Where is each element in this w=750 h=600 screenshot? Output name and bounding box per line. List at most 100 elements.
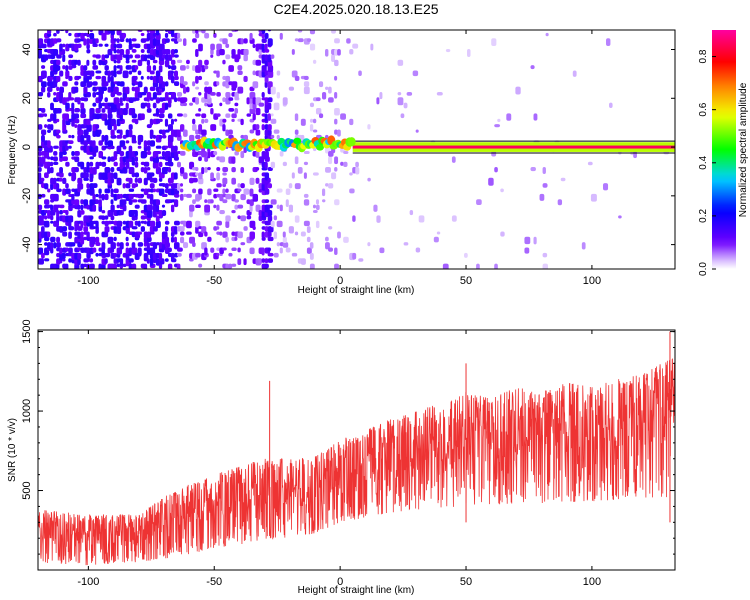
spectrogram-cell bbox=[41, 43, 47, 49]
spectrogram-cell bbox=[294, 129, 299, 135]
spectrogram-cell bbox=[334, 247, 338, 256]
spectrogram-cell bbox=[146, 102, 151, 109]
spectrogram-cell bbox=[44, 236, 50, 242]
spectrogram-cell bbox=[128, 124, 133, 131]
spectrogram-cell bbox=[41, 156, 46, 164]
spectrogram-cell bbox=[125, 226, 130, 235]
spectrogram-cell bbox=[113, 59, 117, 64]
spectrogram-cell bbox=[222, 124, 226, 132]
spectrogram-cell bbox=[222, 38, 228, 45]
spectrogram-cell bbox=[116, 102, 121, 109]
spectrogram-cell bbox=[173, 118, 178, 122]
spectrogram-cell bbox=[104, 97, 108, 103]
spectrogram-cell bbox=[119, 65, 123, 72]
spectrogram-cell bbox=[83, 167, 88, 173]
spectrogram-cell bbox=[186, 231, 192, 235]
spectrogram-cell bbox=[170, 70, 174, 74]
spectrogram-cell bbox=[89, 263, 95, 269]
spectrogram-cell bbox=[183, 242, 189, 249]
spectrogram-cell bbox=[122, 91, 128, 100]
figure-title: C2E4.2025.020.18.13.E25 bbox=[273, 1, 438, 17]
spectrogram-cell bbox=[201, 150, 207, 158]
spectrogram-cell bbox=[180, 226, 185, 232]
spectrogram-cell bbox=[44, 220, 50, 228]
spectrogram-cell bbox=[315, 199, 320, 205]
spectrogram-cell bbox=[98, 129, 102, 135]
spectrogram-cell bbox=[331, 30, 336, 34]
x-tick-label: 0 bbox=[337, 275, 343, 287]
spectrogram-cell bbox=[204, 102, 208, 107]
spectrogram-cell bbox=[158, 75, 163, 84]
spectrogram-cell bbox=[195, 252, 201, 258]
spectrogram-cell bbox=[95, 38, 99, 44]
spectrogram-cell bbox=[161, 134, 167, 139]
spectrogram-cell bbox=[273, 215, 278, 221]
spectrogram-cell bbox=[195, 30, 199, 34]
spectrogram-cell bbox=[68, 140, 74, 145]
spectrogram-cell bbox=[186, 65, 190, 70]
spectrogram-cell bbox=[83, 65, 88, 71]
spectrogram-cell bbox=[167, 134, 174, 143]
spectrogram-cell bbox=[143, 242, 148, 247]
spectrogram-cell bbox=[38, 193, 42, 200]
spectrogram-cell bbox=[249, 91, 256, 99]
spectrogram-cell bbox=[189, 236, 195, 244]
spectrogram-cell bbox=[86, 75, 92, 80]
spectrogram-cell bbox=[210, 91, 216, 96]
spectrogram-cell bbox=[56, 209, 60, 218]
spectrogram-cell bbox=[328, 156, 333, 165]
spectrogram-cell bbox=[334, 118, 338, 125]
spectrogram-cell bbox=[243, 38, 248, 44]
spectrogram-cell bbox=[74, 118, 80, 124]
spectrogram-cell bbox=[255, 204, 261, 212]
spectrogram-cell bbox=[204, 86, 209, 93]
spectrogram-cell bbox=[279, 247, 283, 254]
spectrogram-cell bbox=[77, 183, 84, 190]
spectrogram-cell bbox=[50, 204, 54, 211]
spectrogram-cell bbox=[104, 59, 108, 65]
spectrogram-cell bbox=[173, 236, 177, 243]
spectrogram-cell bbox=[74, 81, 79, 86]
spectrogram-cell bbox=[134, 156, 139, 162]
spectrogram-cell bbox=[74, 124, 78, 129]
spectrogram-cell bbox=[170, 49, 175, 56]
spectrogram-cell bbox=[101, 108, 106, 113]
spectrogram-cell bbox=[131, 38, 137, 42]
spectrogram-cell bbox=[131, 108, 136, 116]
spectrogram-cell bbox=[231, 156, 236, 164]
spectrogram-cell bbox=[303, 193, 309, 198]
spectrogram-cell bbox=[267, 97, 273, 103]
spectrogram-cell bbox=[89, 258, 94, 263]
spectrogram-cell bbox=[285, 247, 291, 253]
spectrogram-cell bbox=[303, 161, 309, 166]
spectrogram-cell bbox=[240, 215, 247, 222]
spectrogram-cell bbox=[276, 134, 280, 140]
spectrogram-cell bbox=[95, 75, 102, 80]
spectrogram-cell bbox=[101, 209, 106, 214]
spectrogram-cell bbox=[207, 97, 212, 105]
spectrogram-cell bbox=[116, 70, 122, 75]
spectrogram-cell bbox=[291, 49, 295, 55]
spectrogram-cell bbox=[255, 108, 261, 116]
spectrogram-cell bbox=[62, 156, 68, 162]
spectrogram-cell bbox=[294, 38, 299, 42]
spectrogram-cell bbox=[113, 172, 118, 180]
spectrogram-cell bbox=[41, 81, 47, 88]
spectrogram-cell bbox=[189, 209, 193, 218]
spectrogram-cell bbox=[234, 108, 239, 114]
spectrogram-cell bbox=[267, 113, 272, 121]
spectrogram-cell bbox=[198, 177, 204, 185]
spectrogram-cell bbox=[125, 236, 129, 242]
spectrogram-cell bbox=[282, 231, 286, 238]
spectrogram-cell bbox=[80, 161, 85, 170]
spectrogram-cell bbox=[161, 129, 166, 136]
spectrogram-cell bbox=[131, 247, 138, 255]
spectrogram-cell bbox=[255, 177, 260, 184]
spectrogram-cell bbox=[104, 81, 109, 87]
spectrogram-cell bbox=[104, 226, 110, 233]
spectrogram-cell bbox=[252, 226, 256, 231]
spectrogram-cell bbox=[195, 172, 199, 176]
spectrogram-cell bbox=[192, 188, 197, 194]
spectrogram-cell bbox=[243, 226, 248, 231]
spectrogram-cell bbox=[116, 242, 121, 247]
